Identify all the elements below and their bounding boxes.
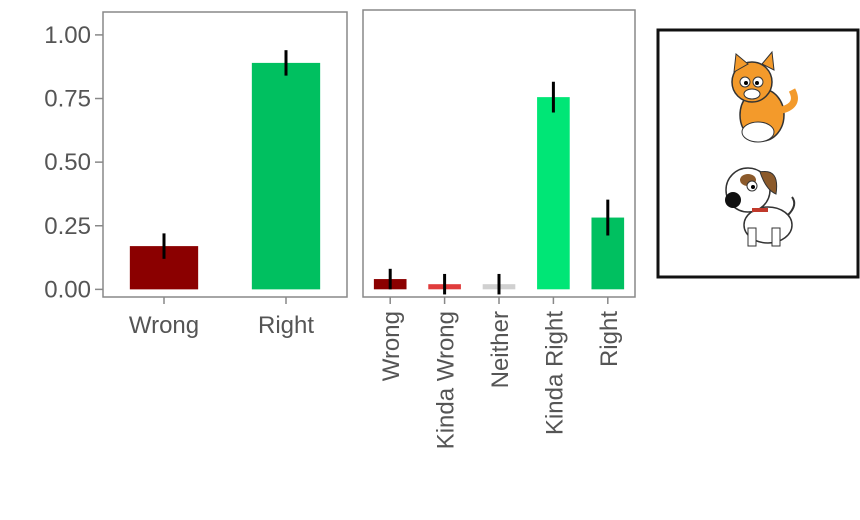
x-tick-label: Right [596, 311, 623, 367]
image-panel [658, 30, 858, 277]
x-tick-label: Right [258, 312, 314, 339]
x-tick-label: Kinda Wrong [433, 311, 460, 449]
y-tick-label: 0.75 [44, 86, 91, 113]
y-tick-label: 1.00 [44, 22, 91, 49]
x-tick-label: Kinda Right [541, 311, 568, 435]
x-tick-label: Wrong [378, 311, 405, 381]
bar [252, 63, 320, 289]
y-tick-label: 0.50 [44, 149, 91, 176]
y-tick-label: 0.00 [44, 276, 91, 303]
x-tick-label: Neither [487, 311, 514, 388]
y-tick-label: 0.25 [44, 213, 91, 240]
figure: 0.00 0.25 0.50 0.75 1.00 Wrong Right Wrong Kinda… [0, 0, 860, 515]
bar [537, 97, 570, 289]
x-tick-label: Wrong [129, 312, 199, 339]
